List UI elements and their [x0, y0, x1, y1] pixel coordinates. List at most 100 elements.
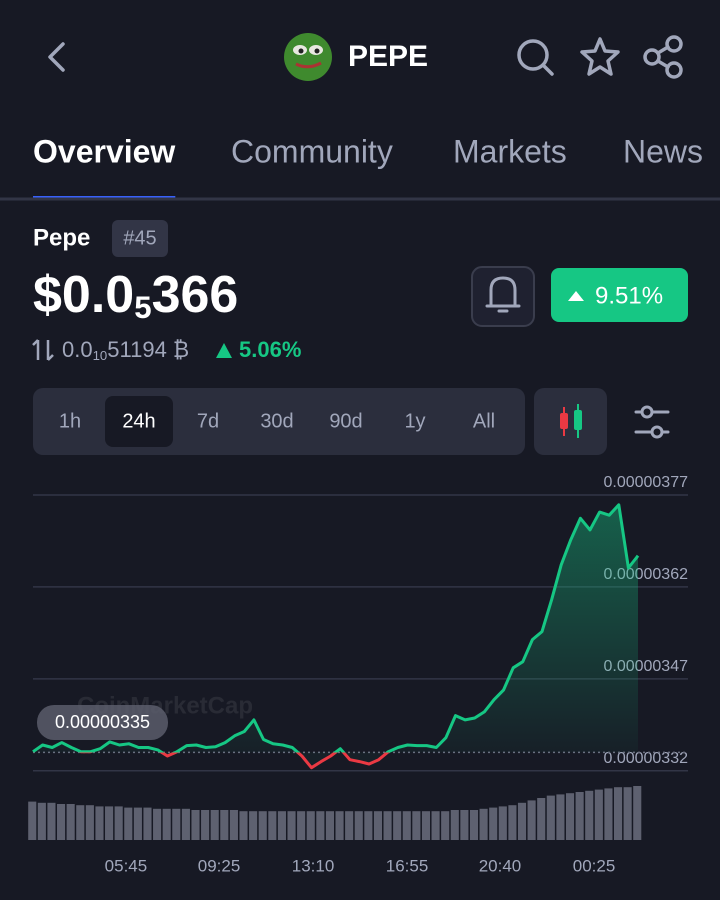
btc-change: 5.06%	[239, 337, 301, 362]
price-chart: CoinMarketCap0.000003320.000003470.00000…	[28, 474, 688, 875]
tab[interactable]: Community	[231, 133, 393, 169]
coin-icon	[284, 33, 332, 81]
volume-bar	[114, 806, 123, 840]
volume-bar	[565, 793, 575, 840]
volume-bar	[527, 800, 536, 840]
settings-button[interactable]	[634, 405, 670, 439]
volume-bar	[613, 787, 623, 840]
volume-bar	[556, 794, 565, 840]
volume-bar	[412, 811, 421, 840]
btc-up-arrow	[216, 343, 232, 358]
volume-bar	[57, 804, 66, 840]
volume-bar	[479, 808, 488, 840]
volume-bar	[105, 806, 114, 840]
share-button[interactable]	[643, 35, 683, 79]
search-button[interactable]	[517, 39, 554, 76]
btc-price-lead: 0.0	[62, 337, 93, 362]
price-line	[32, 503, 640, 770]
btc-price-zeros: 10	[93, 348, 108, 363]
price-digits: 366	[152, 266, 239, 324]
x-tick-label: 00:25	[573, 856, 616, 875]
volume-bar	[460, 810, 469, 840]
volume-bar	[441, 811, 450, 840]
price: $0.05366	[33, 266, 238, 326]
volume-bar	[249, 811, 258, 840]
tab[interactable]: News	[623, 133, 703, 169]
volume-bar	[489, 807, 498, 840]
x-tick-label: 09:25	[198, 856, 241, 875]
baseline-pill	[37, 705, 168, 740]
range-button[interactable]: 30d	[260, 410, 293, 432]
header-icons	[517, 35, 683, 79]
volume-bar	[258, 811, 267, 840]
x-tick-label: 16:55	[386, 856, 429, 875]
volume-bar	[421, 811, 431, 840]
volume-bar	[95, 806, 104, 840]
range-button[interactable]: 90d	[329, 410, 362, 432]
range-button[interactable]: 1h	[59, 410, 81, 432]
tab[interactable]: Markets	[453, 133, 567, 169]
volume-bar	[364, 811, 373, 840]
x-tick-label: 20:40	[479, 856, 522, 875]
volume-bar	[517, 802, 527, 840]
volume-bar	[153, 808, 162, 840]
back-button[interactable]	[48, 42, 65, 72]
volume-bar	[450, 810, 459, 840]
volume-bar	[373, 811, 383, 840]
volume-bar	[383, 811, 392, 840]
volume-bar	[546, 795, 555, 840]
volume-bar	[537, 798, 546, 840]
tab[interactable]: Overview	[33, 133, 175, 169]
x-tick-label: 05:45	[105, 856, 148, 875]
volume-bar	[585, 790, 594, 840]
range-button[interactable]: 1y	[404, 410, 425, 432]
volume-bar	[402, 811, 411, 840]
volume-bar	[316, 811, 325, 840]
x-tick-label: 13:10	[292, 856, 335, 875]
price-lead: $0.0	[33, 266, 134, 324]
tab-bar: Overview Community Markets News	[33, 133, 703, 200]
volume-bar	[393, 811, 402, 840]
range-button[interactable]: All	[473, 410, 495, 432]
rank-badge	[112, 220, 168, 257]
volume-bar	[508, 805, 517, 840]
btc-price-digits: 51194 ₿	[107, 337, 189, 362]
volume-bar	[239, 811, 248, 840]
volume-bar	[28, 801, 37, 840]
volume-bar	[297, 811, 306, 840]
volume-bar	[66, 804, 75, 840]
swap-icon	[32, 339, 54, 361]
volume-bar	[287, 811, 296, 840]
volume-bar	[633, 786, 642, 840]
volume-bar	[354, 811, 363, 840]
up-arrow	[568, 291, 584, 301]
volume-bar	[181, 808, 190, 840]
y-tick-label: 0.00000332	[603, 750, 688, 767]
range-active	[105, 396, 173, 447]
star-button[interactable]	[580, 37, 620, 76]
header-title: PEPE	[348, 40, 428, 73]
volume-bar	[335, 811, 344, 840]
volume-bar	[268, 811, 277, 840]
volume-bar	[220, 810, 229, 840]
volume-bar	[229, 810, 238, 840]
y-tick-label: 0.00000377	[603, 474, 688, 491]
baseline-label: 0.00000335	[55, 712, 150, 732]
alert-button[interactable]	[471, 266, 535, 327]
candle-button[interactable]	[534, 388, 607, 455]
volume-bar	[594, 789, 603, 840]
volume-bar	[345, 811, 354, 840]
range-button[interactable]: 24h	[122, 410, 155, 432]
coin-name: Pepe	[33, 224, 90, 251]
range-button[interactable]: 7d	[197, 410, 219, 432]
volume-bar	[162, 808, 171, 840]
candle-icon	[560, 404, 582, 438]
volume-bar	[325, 811, 334, 840]
volume-bar	[85, 805, 94, 840]
volume-bar	[191, 810, 200, 840]
volume-bar	[277, 811, 286, 840]
volume-bar	[172, 808, 181, 840]
volume-bar	[431, 811, 440, 840]
volume-bar	[124, 807, 133, 840]
